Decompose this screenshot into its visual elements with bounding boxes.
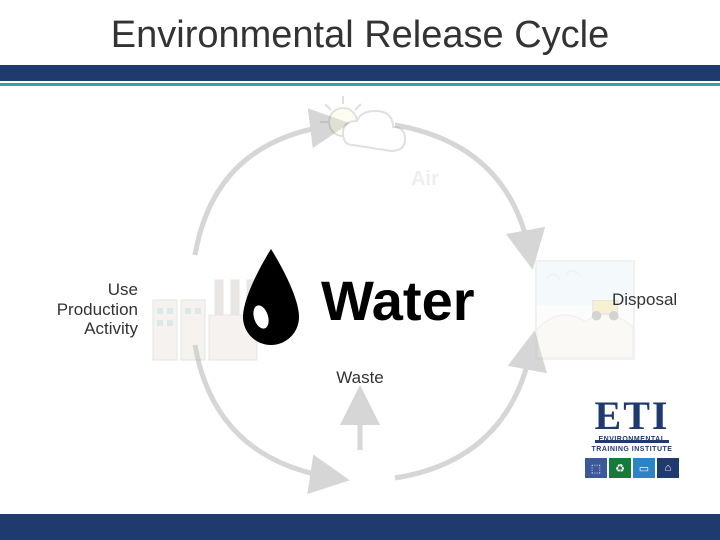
header-bar [0, 65, 720, 81]
slide-root: Environmental Release Cycle [0, 0, 720, 540]
logo-acronym: ETI [572, 399, 692, 433]
eti-logo: ETI ENVIRONMENTAL TRAINING INSTITUTE ⬚ ♻… [572, 399, 692, 478]
logo-line2: TRAINING INSTITUTE [572, 446, 692, 453]
sun-cloud-icon [308, 90, 418, 180]
logo-sq-2: ♻ [609, 458, 631, 478]
header-accent [0, 83, 720, 86]
landfill-icon [535, 260, 635, 360]
slide-title: Environmental Release Cycle [0, 0, 720, 65]
logo-sq-4: ⌂ [657, 458, 679, 478]
disposal-label: Disposal [612, 290, 702, 310]
logo-squares: ⬚ ♻ ▭ ⌂ [572, 458, 692, 478]
footer-bar [0, 514, 720, 540]
water-drop-icon [235, 245, 307, 355]
logo-sq-3: ▭ [633, 458, 655, 478]
logo-sq-1: ⬚ [585, 458, 607, 478]
use-label: Use Production Activity [28, 280, 138, 339]
air-label: Air [395, 168, 455, 191]
logo-line1: ENVIRONMENTAL [572, 436, 692, 443]
water-center: Water [235, 220, 495, 380]
water-text: Water [321, 268, 475, 333]
diagram-stage: Air Use Production Activity [0, 90, 720, 512]
